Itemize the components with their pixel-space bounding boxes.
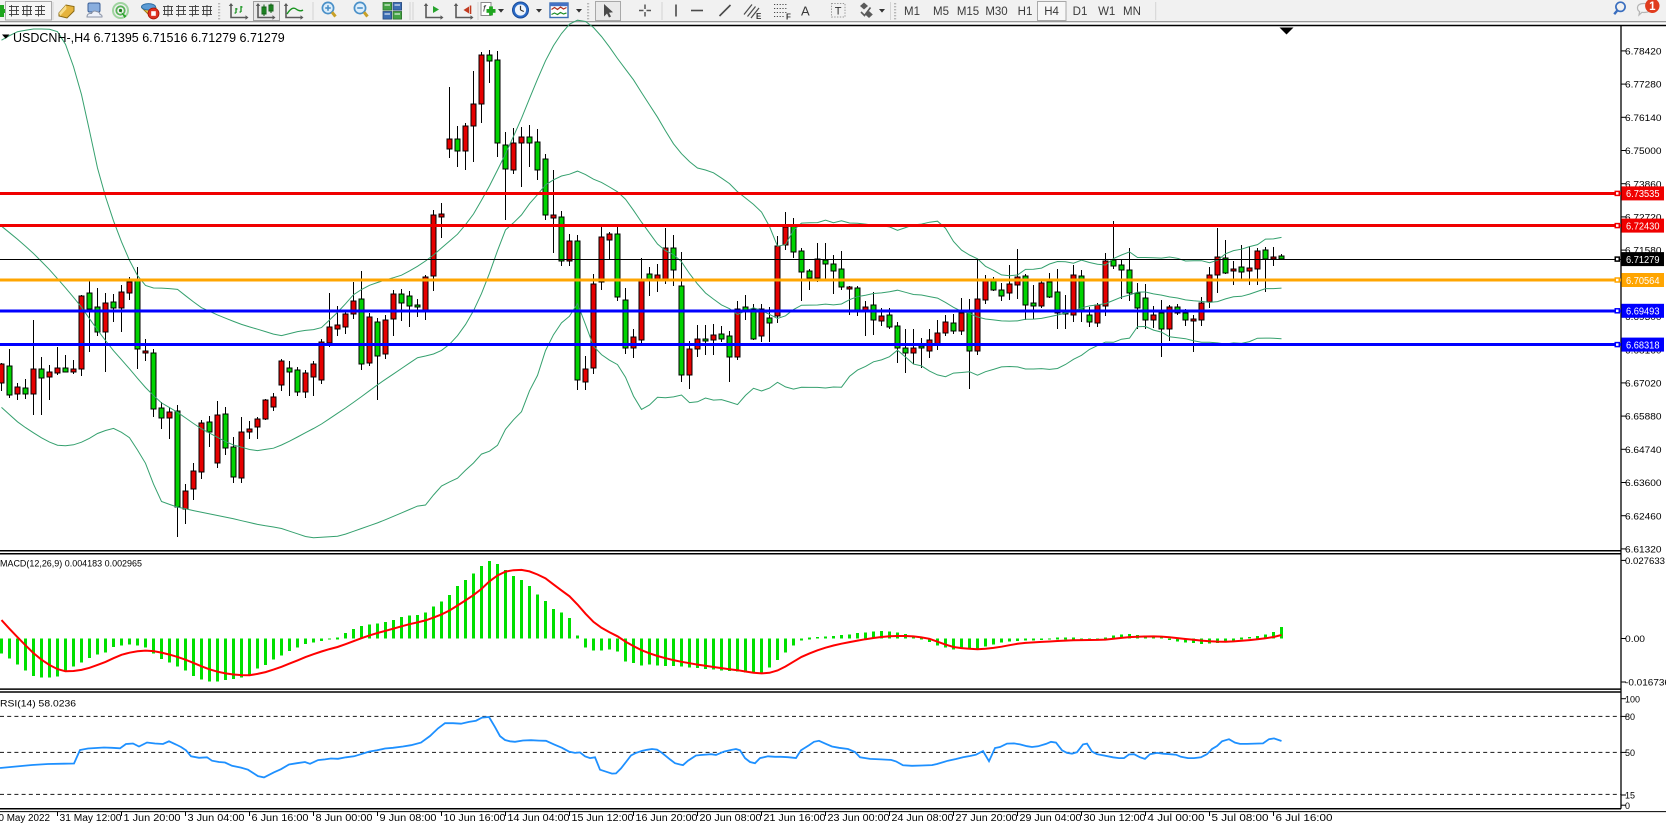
svg-text:10 Jun 16:00: 10 Jun 16:00 bbox=[444, 813, 506, 824]
svg-text:6.71279: 6.71279 bbox=[1626, 255, 1660, 266]
svg-text:H4: H4 bbox=[1044, 6, 1059, 18]
svg-text:6.76140: 6.76140 bbox=[1625, 113, 1662, 124]
svg-text:6.63600: 6.63600 bbox=[1625, 478, 1662, 489]
svg-text:6 Jul 16:00: 6 Jul 16:00 bbox=[1276, 813, 1333, 824]
svg-text:30 Jun 12:00: 30 Jun 12:00 bbox=[1084, 813, 1146, 824]
svg-text:15: 15 bbox=[1625, 791, 1635, 802]
svg-text:23 Jun 00:00: 23 Jun 00:00 bbox=[828, 813, 890, 824]
svg-text:0.00: 0.00 bbox=[1625, 634, 1645, 645]
svg-text:100: 100 bbox=[1625, 694, 1640, 705]
svg-text:24 Jun 08:00: 24 Jun 08:00 bbox=[892, 813, 954, 824]
svg-text:1: 1 bbox=[1649, 1, 1656, 13]
svg-text:H1: H1 bbox=[1018, 6, 1033, 18]
svg-text:20 Jun 08:00: 20 Jun 08:00 bbox=[700, 813, 762, 824]
svg-text:5 Jul 08:00: 5 Jul 08:00 bbox=[1212, 813, 1269, 824]
svg-text:1 Jun 20:00: 1 Jun 20:00 bbox=[124, 813, 181, 824]
svg-text:6.78420: 6.78420 bbox=[1625, 47, 1662, 58]
svg-text:80: 80 bbox=[1625, 712, 1635, 723]
svg-text:29 Jun 04:00: 29 Jun 04:00 bbox=[1020, 813, 1082, 824]
svg-text:30 May 2022: 30 May 2022 bbox=[0, 813, 50, 824]
svg-text:3 Jun 04:00: 3 Jun 04:00 bbox=[188, 813, 245, 824]
svg-text:-0.016736: -0.016736 bbox=[1625, 678, 1666, 689]
svg-text:6.62460: 6.62460 bbox=[1625, 511, 1662, 522]
svg-text:T: T bbox=[835, 6, 842, 18]
svg-text:8 Jun 00:00: 8 Jun 00:00 bbox=[316, 813, 373, 824]
svg-text:6.64740: 6.64740 bbox=[1625, 445, 1662, 456]
svg-text:6.71580: 6.71580 bbox=[1625, 246, 1662, 257]
svg-text:E: E bbox=[756, 12, 762, 21]
svg-text:6.73860: 6.73860 bbox=[1625, 179, 1662, 190]
svg-text:M30: M30 bbox=[985, 6, 1007, 18]
svg-text:f: f bbox=[483, 4, 487, 14]
svg-text:A: A bbox=[801, 4, 810, 19]
svg-text:6.77280: 6.77280 bbox=[1625, 80, 1662, 91]
svg-text:D1: D1 bbox=[1073, 6, 1088, 18]
svg-text:0: 0 bbox=[1625, 801, 1630, 812]
svg-text:16 Jun 20:00: 16 Jun 20:00 bbox=[636, 813, 698, 824]
svg-text:6.68318: 6.68318 bbox=[1626, 340, 1660, 351]
svg-text:0.027633: 0.027633 bbox=[1625, 556, 1665, 567]
svg-text:6 Jun 16:00: 6 Jun 16:00 bbox=[252, 813, 309, 824]
svg-text:6.65880: 6.65880 bbox=[1625, 412, 1662, 423]
svg-text:31 May 12:00: 31 May 12:00 bbox=[60, 813, 122, 824]
svg-text:6.72720: 6.72720 bbox=[1625, 213, 1662, 224]
svg-text:M1: M1 bbox=[904, 6, 920, 18]
svg-text:9 Jun 08:00: 9 Jun 08:00 bbox=[380, 813, 437, 824]
svg-text:6.75000: 6.75000 bbox=[1625, 146, 1662, 157]
svg-text:M15: M15 bbox=[957, 6, 979, 18]
svg-text:RSI(14) 58.0236: RSI(14) 58.0236 bbox=[0, 699, 76, 710]
svg-text:6.70564: 6.70564 bbox=[1626, 276, 1660, 287]
svg-text:M5: M5 bbox=[933, 6, 949, 18]
svg-text:W1: W1 bbox=[1098, 6, 1115, 18]
svg-text:50: 50 bbox=[1625, 748, 1635, 759]
svg-text:6.73535: 6.73535 bbox=[1626, 189, 1660, 200]
svg-text:6.69493: 6.69493 bbox=[1626, 307, 1660, 318]
svg-text:MN: MN bbox=[1123, 6, 1141, 18]
svg-text:15 Jun 12:00: 15 Jun 12:00 bbox=[572, 813, 634, 824]
svg-text:6.67020: 6.67020 bbox=[1625, 379, 1662, 390]
svg-text:14 Jun 04:00: 14 Jun 04:00 bbox=[508, 813, 570, 824]
svg-text:MACD(12,26,9) 0.004183 0.00296: MACD(12,26,9) 0.004183 0.002965 bbox=[0, 559, 142, 570]
svg-text:27 Jun 20:00: 27 Jun 20:00 bbox=[956, 813, 1018, 824]
svg-text:F: F bbox=[786, 13, 791, 22]
svg-text:21 Jun 16:00: 21 Jun 16:00 bbox=[764, 813, 826, 824]
svg-text:USDCNH-,H4 6.71395 6.71516 6.: USDCNH-,H4 6.71395 6.71516 6.71279 6.712… bbox=[13, 31, 285, 45]
svg-text:4 Jul 00:00: 4 Jul 00:00 bbox=[1148, 813, 1205, 824]
svg-text:6.72430: 6.72430 bbox=[1626, 221, 1660, 232]
svg-text:6.61320: 6.61320 bbox=[1625, 545, 1662, 556]
